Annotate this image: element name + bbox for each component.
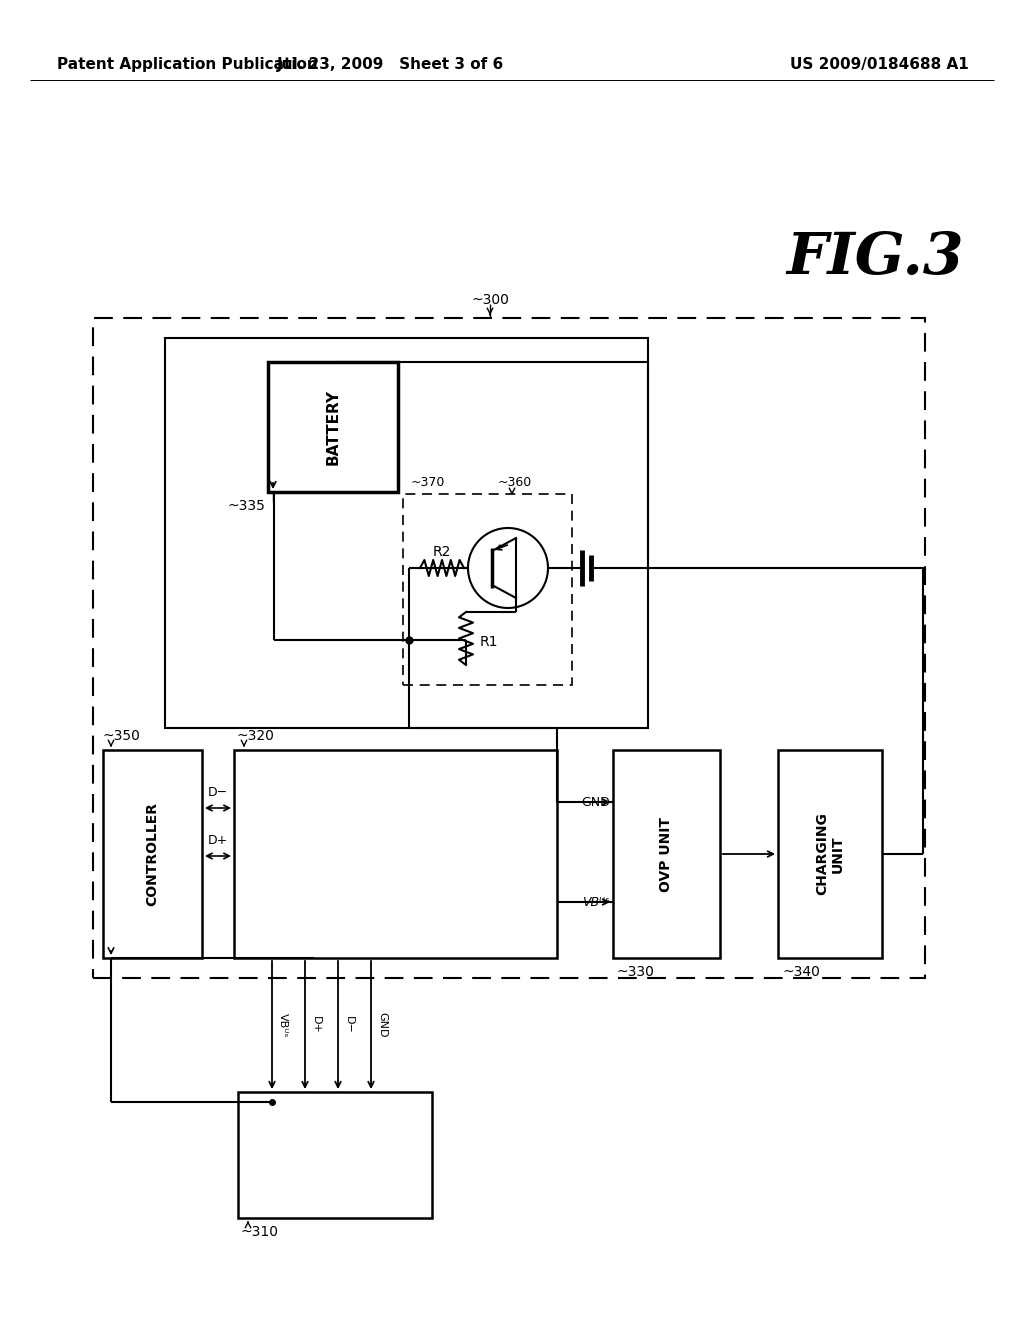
Text: ~360: ~360 — [498, 475, 532, 488]
Text: D+: D+ — [311, 1016, 321, 1034]
Text: ~335: ~335 — [227, 499, 265, 513]
Text: ~350: ~350 — [103, 729, 141, 743]
Text: ~320: ~320 — [236, 729, 273, 743]
Text: US 2009/0184688 A1: US 2009/0184688 A1 — [790, 58, 969, 73]
Text: FIG.3: FIG.3 — [786, 230, 964, 286]
Text: VBᵁˢ: VBᵁˢ — [583, 895, 610, 908]
Text: D−: D− — [208, 785, 228, 799]
Text: ~310: ~310 — [240, 1225, 278, 1239]
Text: R2: R2 — [433, 545, 452, 558]
Text: Jul. 23, 2009   Sheet 3 of 6: Jul. 23, 2009 Sheet 3 of 6 — [276, 58, 504, 73]
Text: VBᵁˢ: VBᵁˢ — [278, 1012, 288, 1038]
Bar — [238, 1092, 432, 1218]
Text: GND: GND — [582, 796, 610, 808]
Text: ~300: ~300 — [471, 293, 509, 308]
Bar — [613, 750, 720, 958]
Bar — [93, 318, 925, 978]
Bar — [234, 750, 557, 958]
Bar — [778, 750, 882, 958]
Text: CONTROLLER: CONTROLLER — [145, 803, 159, 906]
Text: OVP UNIT: OVP UNIT — [659, 817, 673, 891]
Text: D+: D+ — [208, 833, 228, 846]
Text: Patent Application Publication: Patent Application Publication — [57, 58, 317, 73]
Bar — [103, 750, 202, 958]
Text: R1: R1 — [480, 635, 499, 649]
Bar — [403, 494, 572, 685]
Text: ~370: ~370 — [411, 475, 445, 488]
Bar — [268, 362, 398, 492]
Text: ~330: ~330 — [617, 965, 655, 979]
Text: D−: D− — [344, 1016, 354, 1034]
Text: CHARGING
UNIT: CHARGING UNIT — [815, 813, 845, 895]
Text: ~340: ~340 — [782, 965, 820, 979]
Bar — [165, 338, 648, 729]
Text: GND: GND — [377, 1012, 387, 1038]
Text: BATTERY: BATTERY — [326, 389, 341, 465]
